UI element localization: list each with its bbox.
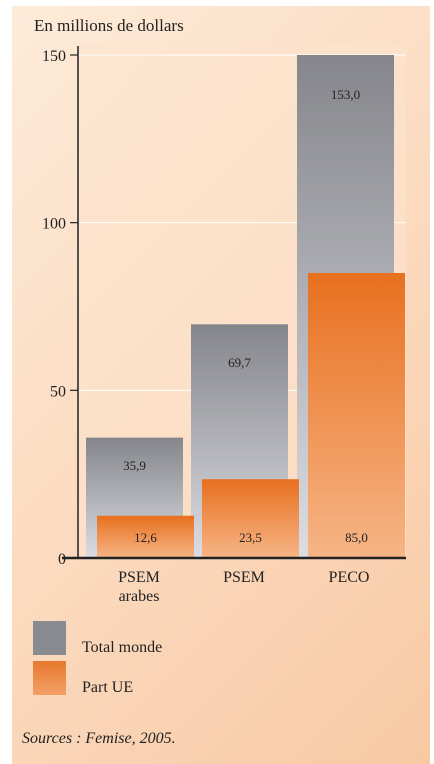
- legend-label-ue: Part UE: [82, 679, 134, 696]
- legend-swatch-ue: [33, 661, 66, 695]
- value-label-total-0: 35,9: [123, 458, 146, 473]
- value-label-ue-2: 85,0: [345, 530, 368, 545]
- value-label-total-2: 153,0: [331, 87, 360, 102]
- y-tick-label: 150: [42, 48, 66, 65]
- value-label-ue-0: 12,6: [134, 530, 157, 545]
- bar-ue-2: [308, 272, 405, 558]
- x-category-label-1: PSEM: [223, 569, 265, 586]
- source-note: Sources : Femise, 2005.: [22, 730, 176, 747]
- x-category-label-2: PECO: [329, 569, 370, 586]
- y-tick-label: 0: [58, 551, 66, 568]
- bar-ue-1: [202, 479, 299, 558]
- legend-swatch-total: [33, 621, 66, 655]
- value-label-total-1: 69,7: [228, 355, 251, 370]
- x-category-label-0-1: arabes: [119, 588, 160, 605]
- legend-label-total: Total monde: [82, 639, 163, 656]
- y-tick-label: 50: [50, 383, 66, 400]
- unit-label: En millions de dollars: [34, 16, 184, 35]
- bar-ue-0: [97, 515, 194, 558]
- x-category-label-0-0: PSEM: [118, 569, 160, 586]
- y-tick-label: 100: [42, 216, 66, 233]
- value-label-ue-1: 23,5: [239, 530, 262, 545]
